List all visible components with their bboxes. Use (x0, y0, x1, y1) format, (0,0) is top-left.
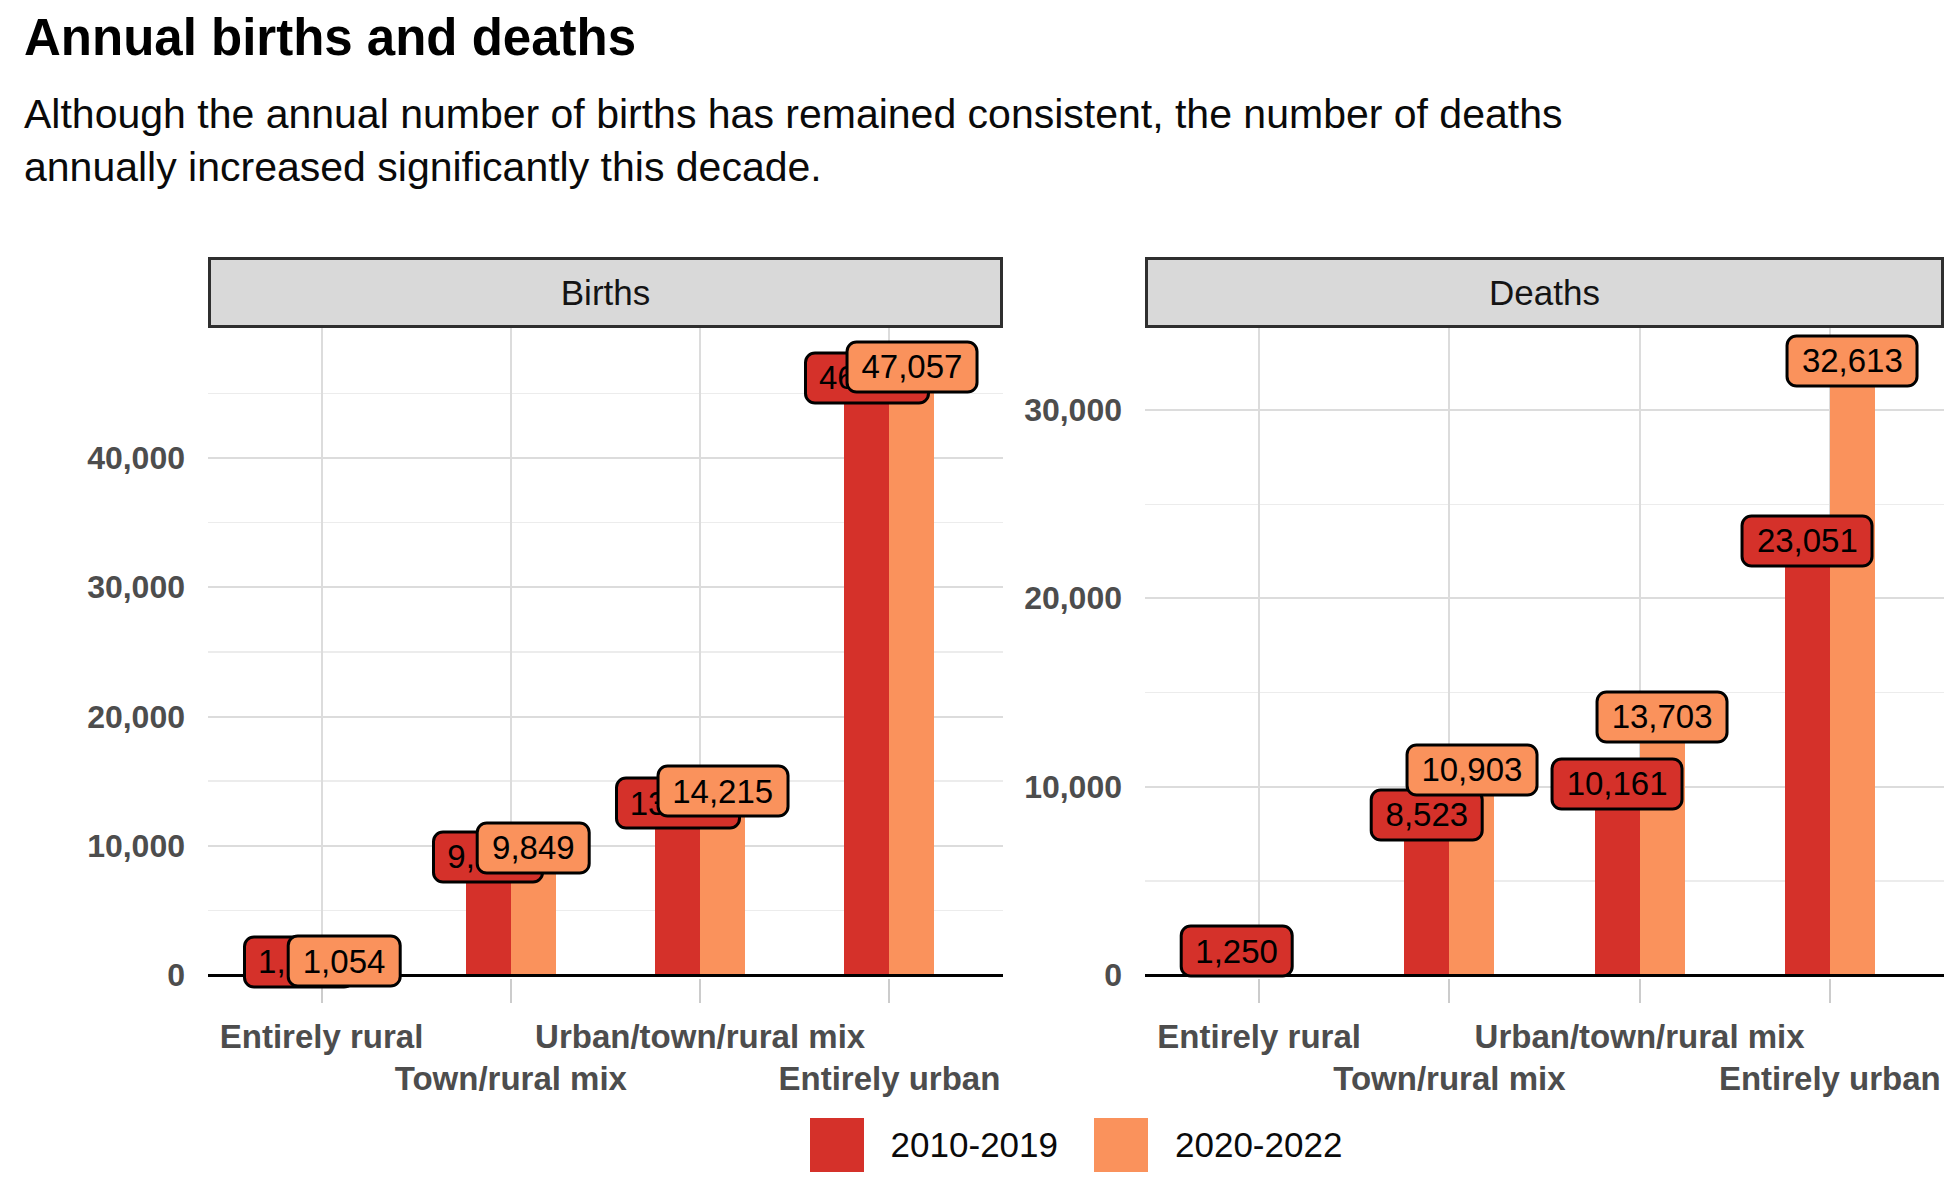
y-axis-tick-label: 0 (952, 955, 1122, 995)
legend-label-2020-2022: 2020-2022 (1175, 1125, 1342, 1165)
x-axis-category-label: Entirely urban (1719, 1058, 1941, 1100)
value-label-births-2020-2022-3: 47,057 (845, 340, 978, 393)
gridline-major (1145, 409, 1944, 411)
value-label-births-2020-2022-1: 9,849 (476, 821, 591, 874)
bar-deaths-2010-2019-3 (1785, 541, 1830, 977)
legend-swatch-2020-2022 (1094, 1118, 1148, 1172)
gridline-minor (1145, 504, 1944, 506)
legend-label-2010-2019: 2010-2019 (891, 1125, 1058, 1165)
x-axis-category-label: Town/rural mix (1333, 1058, 1565, 1100)
bar-births-2010-2019-3 (844, 378, 889, 977)
subtitle-line-2: annually increased significantly this de… (24, 144, 822, 190)
y-axis-tick-label: 40,000 (15, 438, 185, 478)
y-axis-tick-label: 10,000 (952, 767, 1122, 807)
legend-item-2020-2022: 2020-2022 (1094, 1118, 1342, 1172)
x-axis-category-label: Town/rural mix (395, 1058, 627, 1100)
axis-tick-mark (1448, 979, 1450, 1003)
axis-tick-mark (1829, 979, 1831, 1003)
bar-births-2020-2022-3 (889, 367, 934, 977)
legend-item-2010-2019: 2010-2019 (810, 1118, 1058, 1172)
axis-tick-mark (1639, 979, 1641, 1003)
x-axis-category-label: Entirely rural (1157, 1016, 1361, 1058)
y-axis-tick-label: 30,000 (952, 390, 1122, 430)
subtitle-line-1: Although the annual number of births has… (24, 91, 1562, 137)
y-axis-tick-label: 10,000 (15, 826, 185, 866)
axis-tick-mark (699, 979, 701, 1003)
value-label-deaths-2020-2022-2: 13,703 (1596, 690, 1729, 743)
page-title: Annual births and deaths (24, 8, 636, 67)
y-axis-tick-label: 30,000 (15, 567, 185, 607)
value-label-deaths-2010-2019-0: 1,250 (1179, 925, 1294, 978)
y-axis-tick-label: 20,000 (15, 697, 185, 737)
axis-tick-mark (1258, 979, 1260, 1003)
axis-tick-mark (888, 979, 890, 1003)
x-axis-category-label: Entirely urban (778, 1058, 1000, 1100)
gridline-vertical (1258, 328, 1260, 975)
legend: 2010-2019 2020-2022 (208, 1118, 1944, 1172)
x-axis-category-label: Entirely rural (220, 1016, 424, 1058)
y-axis-tick-label: 0 (15, 955, 185, 995)
value-label-deaths-2020-2022-1: 10,903 (1405, 743, 1538, 796)
chart-subtitle: Although the annual number of births has… (24, 88, 1562, 194)
x-axis-category-label: Urban/town/rural mix (1475, 1016, 1805, 1058)
value-label-births-2020-2022-2: 14,215 (656, 765, 789, 818)
value-label-births-2020-2022-0: 1,054 (287, 935, 402, 988)
bar-deaths-2020-2022-2 (1640, 717, 1685, 977)
axis-tick-mark (510, 979, 512, 1003)
legend-swatch-2010-2019 (810, 1118, 864, 1172)
value-label-deaths-2020-2022-3: 32,613 (1786, 334, 1919, 387)
y-axis-tick-label: 20,000 (952, 578, 1122, 618)
gridline-vertical (321, 328, 323, 975)
facet-strip-births: Births (208, 257, 1003, 328)
value-label-deaths-2010-2019-2: 10,161 (1551, 757, 1684, 810)
bar-deaths-2020-2022-3 (1830, 361, 1875, 977)
figure: Annual births and deaths Although the an… (0, 0, 1950, 1200)
value-label-deaths-2010-2019-3: 23,051 (1741, 514, 1874, 567)
bar-deaths-2010-2019-2 (1595, 784, 1640, 977)
facet-strip-deaths: Deaths (1145, 257, 1944, 328)
x-axis-category-label: Urban/town/rural mix (535, 1016, 865, 1058)
